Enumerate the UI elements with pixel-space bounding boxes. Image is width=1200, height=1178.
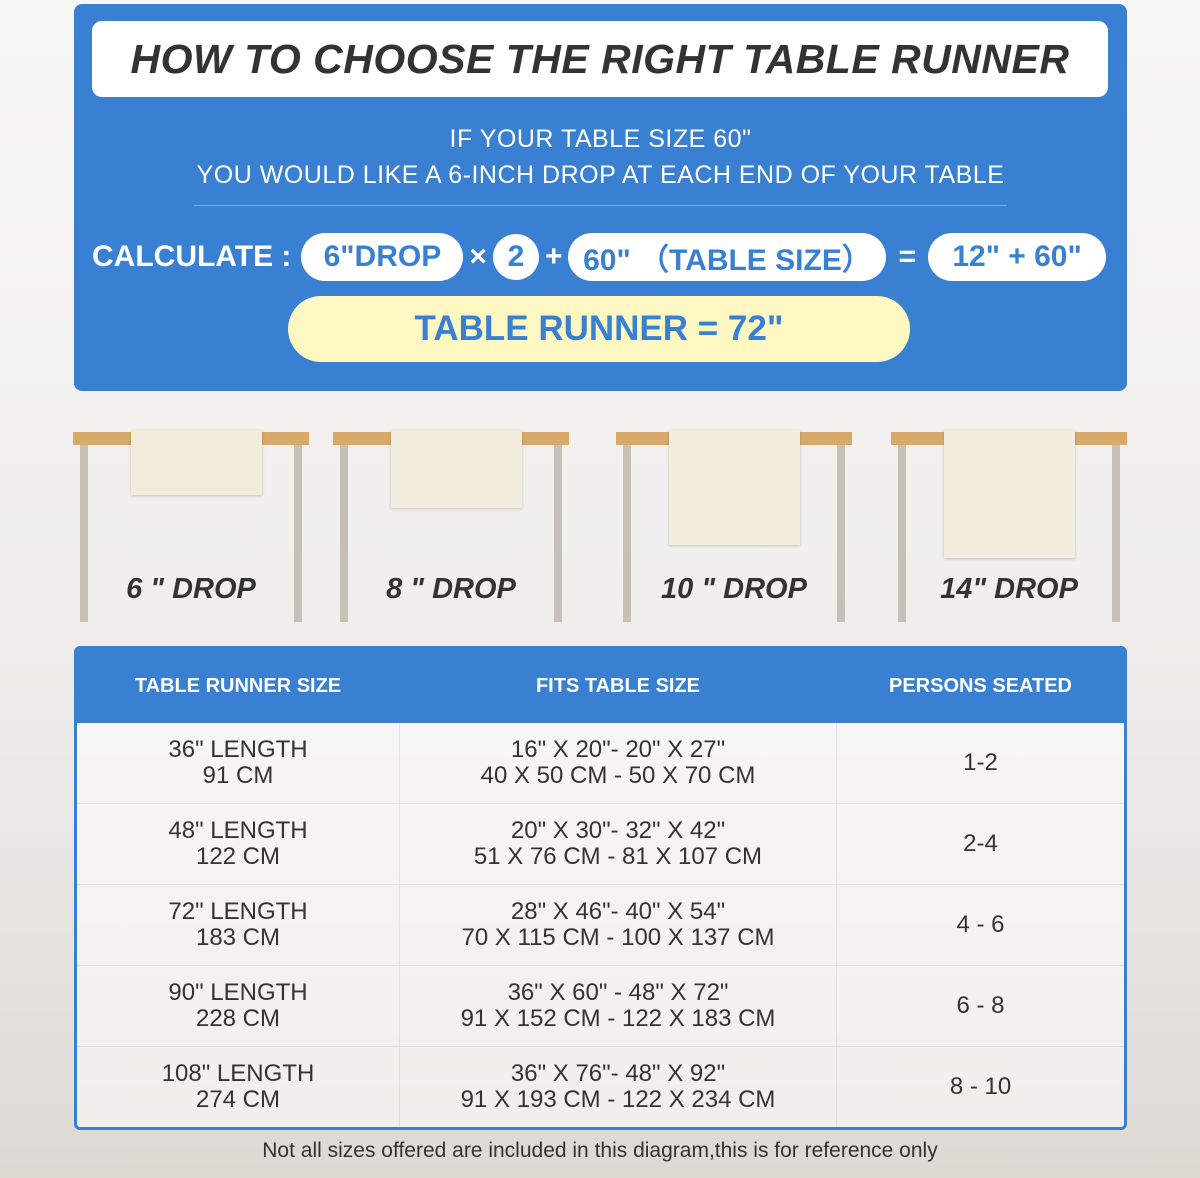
persons-cell: 6 - 8	[837, 966, 1124, 1046]
size-cm: 274 CM	[195, 1086, 281, 1113]
size-inches: 48" LENGTH	[168, 817, 308, 844]
table-leg	[623, 445, 631, 622]
persons-value: 6 - 8	[956, 992, 1005, 1019]
runner-size-cell: 36" LENGTH 91 CM	[77, 723, 399, 803]
fits-cm: 51 X 76 CM - 81 X 107 CM	[473, 843, 763, 870]
header-fits-table: FITS TABLE SIZE	[535, 674, 701, 697]
persons-value: 4 - 6	[956, 911, 1005, 938]
calculate-label: CALCULATE :	[92, 240, 292, 273]
table-row: 108" LENGTH 274 CM 36" X 76"- 48" X 92" 91…	[77, 1047, 1124, 1127]
table-leg	[294, 445, 302, 622]
page-title: HOW TO CHOOSE THE RIGHT TABLE RUNNER	[92, 21, 1108, 97]
size-inches: 72" LENGTH	[168, 898, 308, 925]
result-pill: TABLE RUNNER = 72"	[288, 296, 910, 362]
size-cm: 91 CM	[202, 762, 274, 789]
runner-drop	[131, 430, 262, 495]
intro-line-1: IF YOUR TABLE SIZE 60"	[449, 125, 752, 153]
table-row: 36" LENGTH 91 CM 16" X 20"- 20" X 27" 40 X…	[77, 723, 1124, 804]
runner-size-cell: 108" LENGTH 274 CM	[77, 1047, 399, 1127]
drop-label: 14" DROP	[940, 573, 1078, 605]
drop-label: 8 " DROP	[386, 573, 516, 605]
drop-diagram-6: 6 " DROP	[73, 430, 309, 622]
table-row: 72" LENGTH 183 CM 28" X 46"- 40" X 54" 70 …	[77, 885, 1124, 966]
header-runner-size: TABLE RUNNER SIZE	[134, 674, 342, 697]
calculation-panel: HOW TO CHOOSE THE RIGHT TABLE RUNNER IF …	[74, 4, 1127, 391]
calculation-row: CALCULATE : 6"DROP × 2 + 60" （TABLE SIZE…	[92, 232, 1107, 282]
fits-cm: 91 X 193 CM - 122 X 234 CM	[460, 1086, 776, 1113]
runner-size-cell: 72" LENGTH 183 CM	[77, 885, 399, 965]
multiplier-pill: 2	[492, 234, 539, 280]
table-leg	[340, 445, 348, 622]
persons-cell: 2-4	[837, 804, 1124, 884]
table-row: 48" LENGTH 122 CM 20" X 30"- 32" X 42" 51 …	[77, 804, 1124, 885]
drop-pill: 6"DROP	[301, 233, 464, 281]
persons-value: 2-4	[963, 830, 998, 857]
fits-cell: 36" X 76"- 48" X 92" 91 X 193 CM - 122 X …	[399, 1047, 837, 1127]
runner-size-cell: 90" LENGTH 228 CM	[77, 966, 399, 1046]
persons-cell: 1-2	[837, 723, 1124, 803]
table-leg	[554, 445, 562, 622]
table-header: TABLE RUNNER SIZE FITS TABLE SIZE PERSON…	[77, 649, 1124, 723]
divider	[194, 205, 1007, 206]
size-cm: 122 CM	[195, 843, 281, 870]
plus-sign: +	[544, 240, 563, 273]
size-inches: 90" LENGTH	[168, 979, 308, 1006]
table-leg	[837, 445, 845, 622]
table-row: 90" LENGTH 228 CM 36" X 60" - 48" X 72" 91…	[77, 966, 1124, 1047]
drop-label: 6 " DROP	[126, 573, 256, 605]
size-inches: 36" LENGTH	[168, 736, 308, 763]
times-sign: ×	[469, 240, 487, 273]
equals-sign: =	[898, 240, 917, 273]
persons-cell: 4 - 6	[837, 885, 1124, 965]
fits-cm: 40 X 50 CM - 50 X 70 CM	[480, 762, 756, 789]
size-table: TABLE RUNNER SIZE FITS TABLE SIZE PERSON…	[74, 646, 1127, 1130]
fits-cm: 70 X 115 CM - 100 X 137 CM	[461, 924, 775, 951]
fits-inches: 20" X 30"- 32" X 42"	[510, 817, 726, 844]
drop-diagram-14: 14" DROP	[891, 430, 1127, 622]
fits-cell: 36" X 60" - 48" X 72" 91 X 152 CM - 122 X…	[399, 966, 837, 1046]
drop-label: 10 " DROP	[661, 573, 807, 605]
drop-diagram-10: 10 " DROP	[616, 430, 852, 622]
fits-inches: 36" X 76"- 48" X 92"	[510, 1060, 726, 1087]
footer-note: Not all sizes offered are included in th…	[262, 1139, 938, 1162]
runner-drop	[391, 430, 522, 508]
runner-drop	[944, 430, 1075, 558]
size-cm: 228 CM	[195, 1005, 281, 1032]
persons-value: 8 - 10	[949, 1073, 1012, 1100]
drop-diagram-8: 8 " DROP	[333, 430, 569, 622]
runner-drop	[669, 430, 800, 545]
fits-inches: 16" X 20"- 20" X 27"	[510, 736, 726, 763]
size-inches: 108" LENGTH	[161, 1060, 315, 1087]
persons-cell: 8 - 10	[837, 1047, 1124, 1127]
table-leg	[80, 445, 88, 622]
fits-inches: 36" X 60" - 48" X 72"	[507, 979, 729, 1006]
persons-value: 1-2	[963, 749, 998, 776]
runner-size-cell: 48" LENGTH 122 CM	[77, 804, 399, 884]
intro-line-2: YOU WOULD LIKE A 6-INCH DROP AT EACH END…	[196, 161, 1005, 189]
table-leg	[1112, 445, 1120, 622]
size-cm: 183 CM	[195, 924, 281, 951]
sum-pill: 12" + 60"	[928, 233, 1107, 281]
fits-cm: 91 X 152 CM - 122 X 183 CM	[460, 1005, 776, 1032]
fits-inches: 28" X 46"- 40" X 54"	[510, 898, 726, 925]
table-size-pill: 60" （TABLE SIZE）	[568, 233, 887, 281]
table-leg	[898, 445, 906, 622]
header-persons: PERSONS SEATED	[889, 674, 1072, 697]
fits-cell: 28" X 46"- 40" X 54" 70 X 115 CM - 100 X …	[399, 885, 837, 965]
fits-cell: 20" X 30"- 32" X 42" 51 X 76 CM - 81 X 10…	[399, 804, 837, 884]
fits-cell: 16" X 20"- 20" X 27" 40 X 50 CM - 50 X 70…	[399, 723, 837, 803]
